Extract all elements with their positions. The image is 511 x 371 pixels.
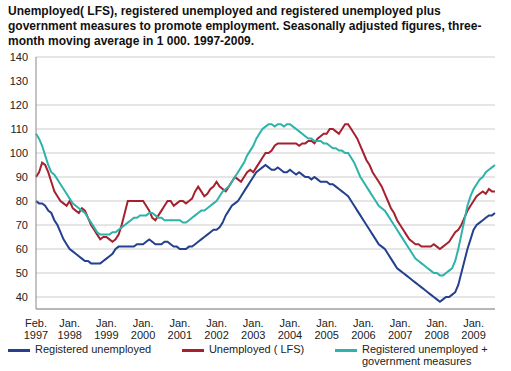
svg-text:Jan.1999: Jan.1999 bbox=[94, 317, 118, 341]
svg-text:Jan.2002: Jan.2002 bbox=[204, 317, 228, 341]
svg-text:Jan.2004: Jan.2004 bbox=[278, 317, 302, 341]
html-text:Registered unemployed: Registered unemployed bbox=[35, 343, 152, 355]
svg-text:Jan.2000: Jan.2000 bbox=[131, 317, 155, 341]
html-text:Registered unemployed + govern: Registered unemployed + government measu… bbox=[362, 343, 488, 367]
svg-text:Jan.2009: Jan.2009 bbox=[461, 317, 485, 341]
svg-text:Jan.2005: Jan.2005 bbox=[314, 317, 338, 341]
svg-text:Jan.2007: Jan.2007 bbox=[388, 317, 412, 341]
html-text:Unemployed( LFS), registered u: Unemployed( LFS), registered unemployed … bbox=[8, 4, 482, 48]
svg-text:100: 100 bbox=[10, 147, 28, 159]
svg-text:70: 70 bbox=[16, 219, 28, 231]
svg-text:Jan.2001: Jan.2001 bbox=[168, 317, 192, 341]
svg-text:Jan.2006: Jan.2006 bbox=[351, 317, 375, 341]
svg-text:120: 120 bbox=[10, 99, 28, 111]
svg-text:Jan.1998: Jan.1998 bbox=[57, 317, 81, 341]
svg-text:90: 90 bbox=[16, 171, 28, 183]
svg-text:80: 80 bbox=[16, 195, 28, 207]
svg-text:140: 140 bbox=[10, 51, 28, 63]
svg-text:Jan.2008: Jan.2008 bbox=[425, 317, 449, 341]
svg-text:Jan.2003: Jan.2003 bbox=[241, 317, 265, 341]
svg-text:Feb.1997: Feb.1997 bbox=[24, 317, 48, 341]
svg-text:130: 130 bbox=[10, 75, 28, 87]
svg-text:50: 50 bbox=[16, 267, 28, 279]
svg-text:60: 60 bbox=[16, 243, 28, 255]
svg-text:110: 110 bbox=[10, 123, 28, 135]
svg-text:40: 40 bbox=[16, 291, 28, 303]
html-text:Unemployed ( LFS): Unemployed ( LFS) bbox=[208, 343, 305, 355]
